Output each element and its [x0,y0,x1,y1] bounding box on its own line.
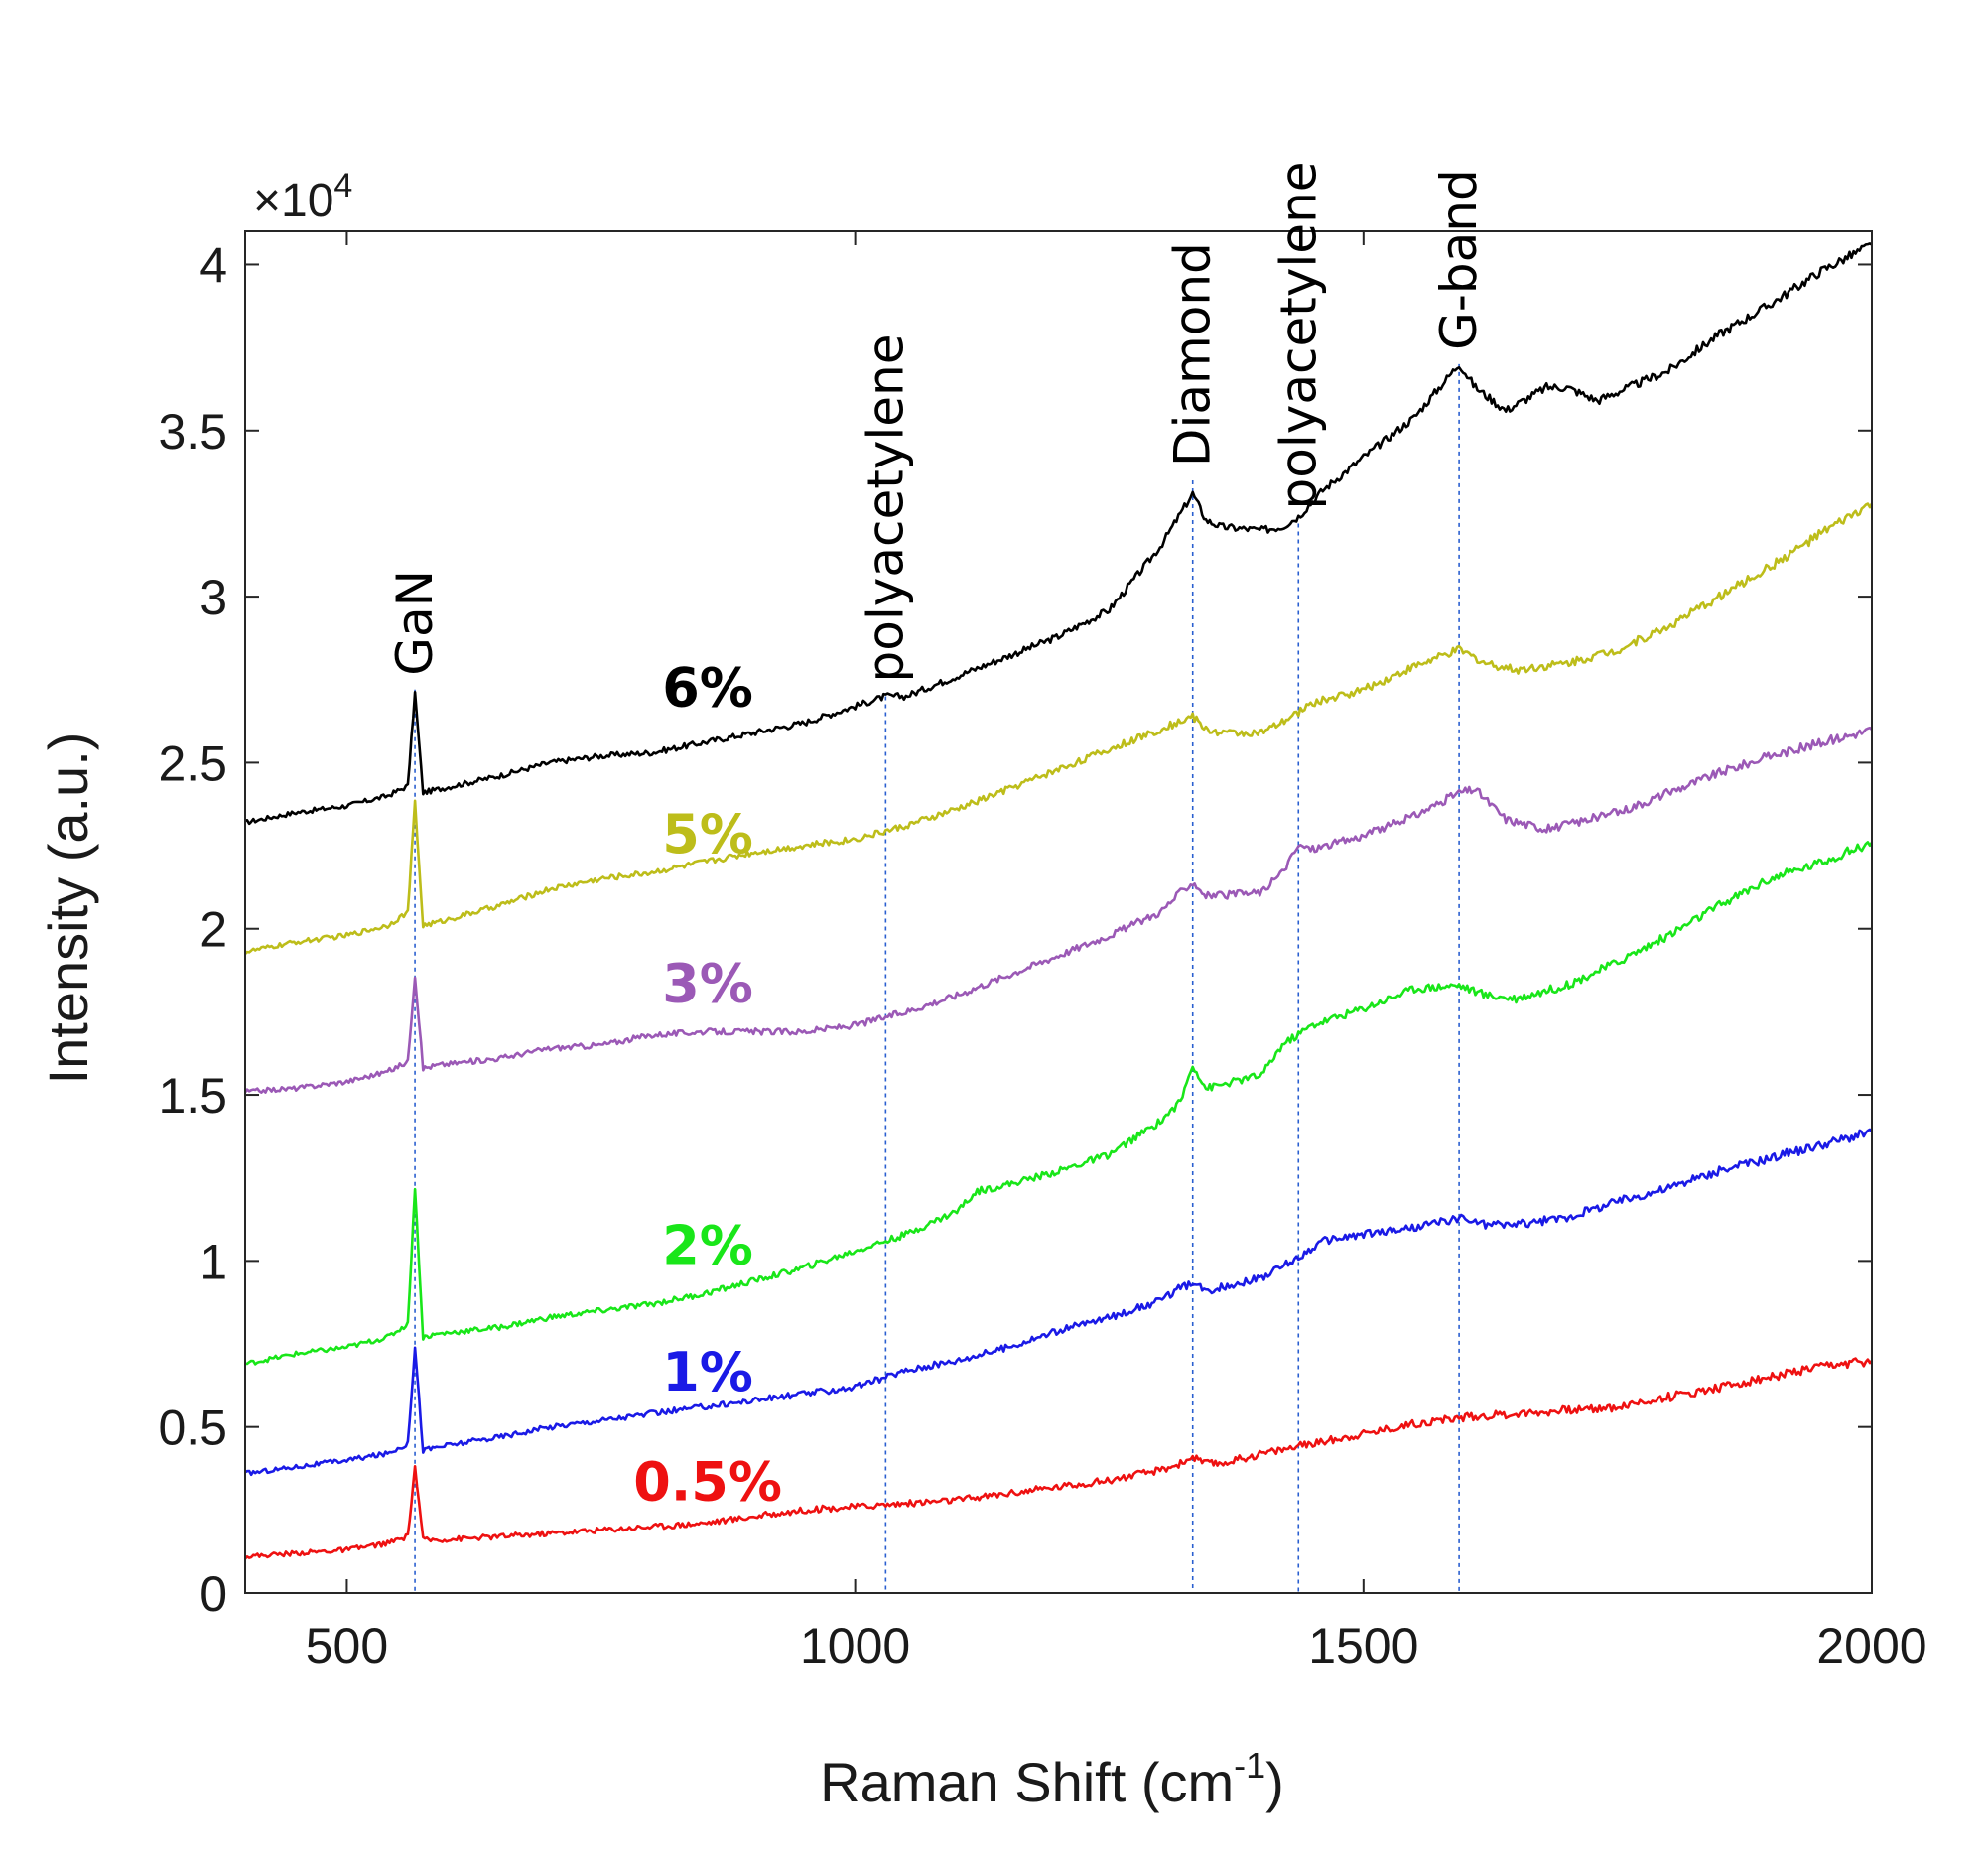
annotation-label: GaN [386,570,444,676]
series-label: 6% [662,657,753,720]
series-label: 3% [662,952,753,1014]
y-tick-label: 1 [199,1234,227,1289]
y-tick-label: 2.5 [158,735,227,791]
series-line [244,1357,1873,1560]
x-tick-label: 500 [306,1618,388,1673]
series-line [243,726,1873,1094]
y-tick-label: 2 [199,902,227,958]
series-label: 2% [662,1215,753,1277]
annotation-label: polyacetylene [1269,161,1327,509]
x-axis-label: Raman Shift (cm-1) [820,1745,1284,1813]
series-label: 0.5% [633,1450,782,1513]
series-line [244,242,1873,826]
series-line [244,1128,1873,1477]
y-tick-label: 3 [199,570,227,625]
y-tick-label: 0.5 [158,1400,227,1456]
x-tick-label: 1500 [1308,1618,1418,1673]
axis-ticks: 500 1000 1500 2000 0 0.5 1 1.5 2 2.5 3 3.5 4 [158,231,1927,1673]
y-axis-multiplier: ×104 [253,167,352,227]
annotation-labels: GaN polyacetylene Diamond polyacetylene G-ba… [386,161,1488,682]
series-labels: 6% 5% 3% 2% 1% 0.5% [633,657,782,1514]
y-tick-label: 1.5 [158,1068,227,1124]
x-tick-label: 1000 [800,1618,910,1673]
y-tick-label: 4 [199,237,227,293]
series-line [244,841,1874,1366]
x-tick-label: 2000 [1816,1618,1926,1673]
annotation-label: Diamond [1164,242,1222,466]
series-line [244,502,1874,955]
annotation-label: polyacetylene [857,333,914,682]
y-tick-label: 3.5 [158,404,227,460]
annotation-label: G-band [1430,169,1488,350]
plot-frame [244,230,1873,1594]
series-lines [243,242,1874,1560]
annotation-lines [414,363,1460,1593]
y-tick-label: 0 [199,1566,227,1622]
y-axis-label: Intensity (a.u.) [37,732,99,1085]
series-label: 1% [662,1341,753,1403]
series-label: 5% [662,803,753,865]
